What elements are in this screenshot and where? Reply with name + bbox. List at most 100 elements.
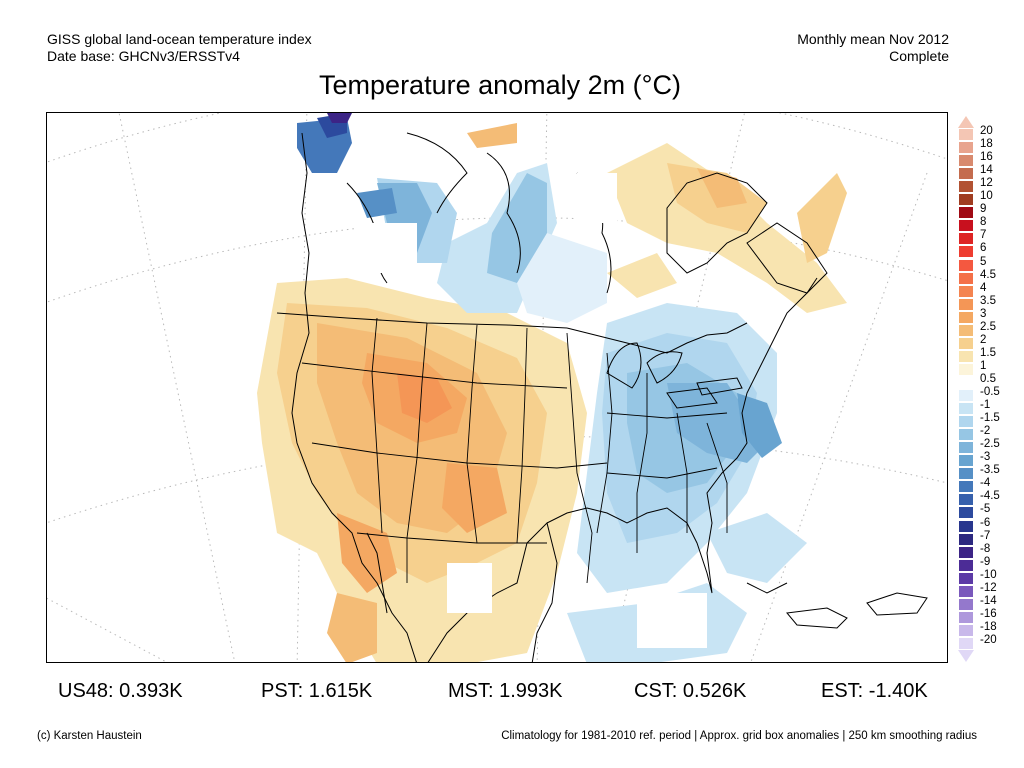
colorbar-cell xyxy=(958,284,974,298)
colorbar-cell xyxy=(958,636,974,650)
colorbar-cell xyxy=(958,623,974,637)
colorbar-tick-label: 9 xyxy=(980,203,987,216)
colorbar-cell xyxy=(958,219,974,233)
stat-cst: CST: 0.526K xyxy=(634,680,747,702)
colorbar-cell xyxy=(958,206,974,220)
colorbar-cell xyxy=(958,454,974,468)
colorbar-tick-label: -18 xyxy=(980,620,997,633)
colorbar-tick-label: 3 xyxy=(980,307,987,320)
colorbar-tick-label: -9 xyxy=(980,555,991,568)
colorbar-cell xyxy=(958,154,974,168)
colorbar-cell xyxy=(958,375,974,389)
colorbar-tick-label: -10 xyxy=(980,568,997,581)
colorbar-tick-label: 10 xyxy=(980,190,993,203)
colorbar-cell xyxy=(958,493,974,507)
colorbar-cell xyxy=(958,610,974,624)
colorbar-cell xyxy=(958,571,974,585)
cold-anomaly-layer xyxy=(297,113,807,662)
colorbar-tick-label: -1 xyxy=(980,399,991,412)
data-base-label: Date base: GHCNv3/ERSSTv4 xyxy=(47,48,240,64)
map-svg xyxy=(47,113,947,662)
colorbar xyxy=(958,128,974,650)
stat-pst: PST: 1.615K xyxy=(261,680,373,702)
colorbar-tick-label: -7 xyxy=(980,529,991,542)
completeness-label: Complete xyxy=(889,48,949,64)
graticule xyxy=(47,113,947,662)
anomaly-map xyxy=(46,112,948,663)
colorbar-tick-label: -6 xyxy=(980,516,991,529)
colorbar-cell xyxy=(958,323,974,337)
dataset-title: GISS global land-ocean temperature index xyxy=(47,31,312,47)
colorbar-tick-label: -3.5 xyxy=(980,464,1000,477)
colorbar-cell xyxy=(958,428,974,442)
colorbar-cell xyxy=(958,258,974,272)
colorbar-tick-label: -1.5 xyxy=(980,412,1000,425)
coastlines xyxy=(276,132,928,662)
colorbar-tick-label: -5 xyxy=(980,503,991,516)
stat-est: EST: -1.40K xyxy=(821,680,928,702)
colorbar-cell xyxy=(958,128,974,142)
colorbar-tick-label: -8 xyxy=(980,542,991,555)
colorbar-cell xyxy=(958,519,974,533)
colorbar-tick-label: 5 xyxy=(980,255,987,268)
colorbar-tick-label: -2.5 xyxy=(980,438,1000,451)
colorbar-tick-label: 16 xyxy=(980,151,993,164)
methodology-note: Climatology for 1981-2010 ref. period | … xyxy=(501,730,977,742)
colorbar-cell xyxy=(958,336,974,350)
colorbar-cell xyxy=(958,506,974,520)
colorbar-tick-label: 18 xyxy=(980,138,993,151)
colorbar-cell xyxy=(958,558,974,572)
colorbar-top-arrow xyxy=(958,116,974,128)
regional-stats: US48: 0.393K PST: 1.615K MST: 1.993K CST… xyxy=(0,680,1024,706)
colorbar-tick-label: 4.5 xyxy=(980,268,996,281)
colorbar-tick-label: -14 xyxy=(980,594,997,607)
colorbar-cell xyxy=(958,389,974,403)
colorbar-cell xyxy=(958,349,974,363)
colorbar-cell xyxy=(958,245,974,259)
colorbar-cell xyxy=(958,193,974,207)
period-label: Monthly mean Nov 2012 xyxy=(797,31,949,47)
colorbar-cell xyxy=(958,545,974,559)
colorbar-cell xyxy=(958,271,974,285)
header-right: Monthly mean Nov 2012 Complete xyxy=(797,31,949,65)
colorbar-tick-label: 1 xyxy=(980,359,987,372)
colorbar-tick-label: 1.5 xyxy=(980,346,996,359)
colorbar-tick-label: 2 xyxy=(980,333,987,346)
state-boundaries xyxy=(301,317,728,584)
header-left: GISS global land-ocean temperature index… xyxy=(47,31,312,65)
colorbar-bottom-arrow xyxy=(958,650,974,662)
colorbar-tick-label: -12 xyxy=(980,581,997,594)
colorbar-tick-label: 8 xyxy=(980,216,987,229)
colorbar-cell xyxy=(958,310,974,324)
colorbar-tick-label: 4 xyxy=(980,281,987,294)
colorbar-cell xyxy=(958,597,974,611)
colorbar-cell xyxy=(958,467,974,481)
colorbar-tick-label: -4 xyxy=(980,477,991,490)
colorbar-tick-label: 14 xyxy=(980,164,993,177)
colorbar-cell xyxy=(958,297,974,311)
colorbar-cell xyxy=(958,415,974,429)
colorbar-cell xyxy=(958,362,974,376)
colorbar-cell xyxy=(958,584,974,598)
colorbar-tick-label: 0.5 xyxy=(980,372,996,385)
credit-label: (c) Karsten Haustein xyxy=(37,730,142,742)
colorbar-tick-label: 3.5 xyxy=(980,294,996,307)
stat-us48: US48: 0.393K xyxy=(58,680,183,702)
colorbar-cell xyxy=(958,167,974,181)
no-data-boxes xyxy=(357,173,707,648)
colorbar-tick-label: 7 xyxy=(980,229,987,242)
colorbar-cell xyxy=(958,480,974,494)
stat-mst: MST: 1.993K xyxy=(448,680,563,702)
colorbar-cell xyxy=(958,441,974,455)
colorbar-cell xyxy=(958,402,974,416)
map-title: Temperature anomaly 2m (°C) xyxy=(319,70,681,100)
colorbar-tick-label: 2.5 xyxy=(980,320,996,333)
colorbar-tick-label: -3 xyxy=(980,451,991,464)
colorbar-cell xyxy=(958,232,974,246)
colorbar-cell xyxy=(958,141,974,155)
colorbar-tick-label: 6 xyxy=(980,242,987,255)
colorbar-tick-label: 12 xyxy=(980,177,993,190)
colorbar-tick-label: -0.5 xyxy=(980,386,1000,398)
colorbar-cell xyxy=(958,532,974,546)
colorbar-cell xyxy=(958,180,974,194)
